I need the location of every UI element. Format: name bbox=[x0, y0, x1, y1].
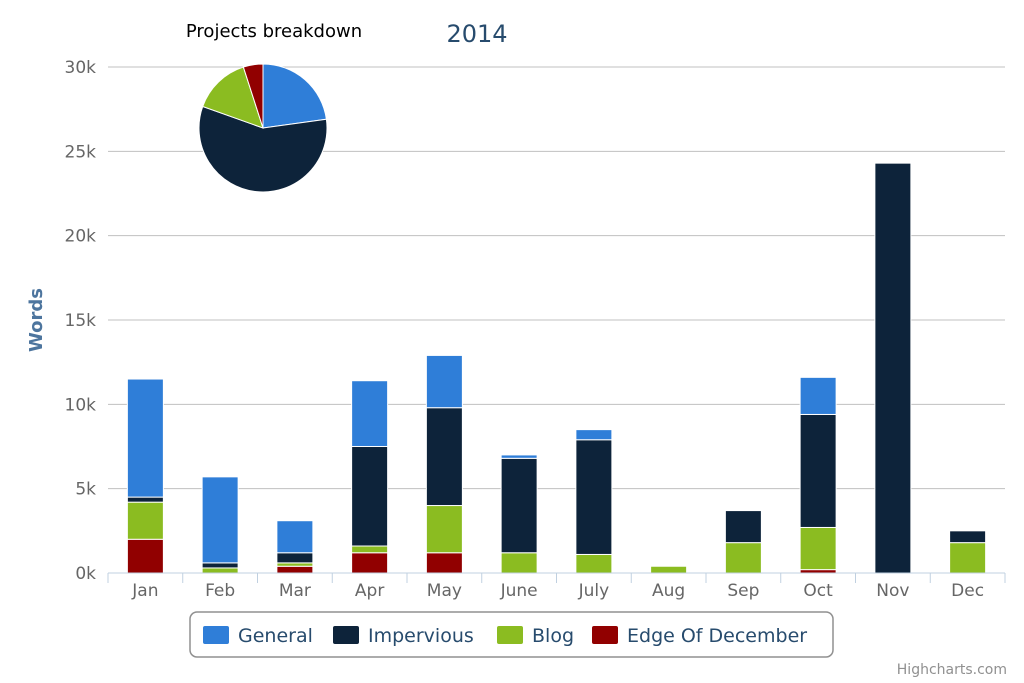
bar-segment[interactable] bbox=[276, 552, 314, 564]
y-tick-label: 0k bbox=[75, 564, 96, 584]
bar-segment[interactable] bbox=[201, 476, 239, 564]
bar-segment[interactable] bbox=[799, 413, 837, 528]
x-tick-label: Oct bbox=[803, 581, 833, 601]
pie-slice[interactable] bbox=[262, 63, 327, 129]
bar-segment[interactable] bbox=[799, 376, 837, 415]
y-tick-label: 15k bbox=[65, 311, 97, 331]
bar-segment[interactable] bbox=[949, 542, 987, 574]
y-axis-title: Words bbox=[26, 288, 47, 352]
bar-segment[interactable] bbox=[500, 457, 538, 554]
x-tick-label: Apr bbox=[355, 581, 384, 601]
legend-label: Blog bbox=[532, 625, 574, 647]
legend[interactable]: General Impervious Blog Edge Of December bbox=[203, 625, 807, 647]
bar-series[interactable] bbox=[126, 162, 987, 574]
y-tick-label: 10k bbox=[65, 395, 97, 415]
legend-item[interactable]: Impervious bbox=[333, 625, 474, 647]
bar-segment[interactable] bbox=[575, 429, 613, 441]
legend-label: Edge Of December bbox=[627, 625, 807, 647]
bar-segment[interactable] bbox=[351, 446, 389, 547]
x-tick-label: Nov bbox=[876, 581, 909, 601]
bar-segment[interactable] bbox=[575, 553, 613, 574]
pie-chart[interactable] bbox=[198, 63, 328, 193]
bar-segment[interactable] bbox=[201, 562, 239, 569]
bar-segment[interactable] bbox=[351, 380, 389, 447]
bar-segment[interactable] bbox=[500, 552, 538, 574]
bar-segment[interactable] bbox=[201, 567, 239, 574]
bar-segment[interactable] bbox=[799, 526, 837, 571]
x-tick-label: Sep bbox=[727, 581, 759, 601]
chart-title: 2014 bbox=[446, 20, 507, 48]
y-tick-label: 20k bbox=[65, 227, 97, 247]
y-tick-label: 30k bbox=[65, 58, 97, 78]
bar-segment[interactable] bbox=[724, 510, 762, 544]
x-axis: Jan Feb Mar Apr May June July Aug Sep Oct Nov Dec bbox=[107, 572, 1006, 601]
bar-segment[interactable] bbox=[126, 501, 164, 540]
x-tick-label: Mar bbox=[279, 581, 311, 601]
bar-segment[interactable] bbox=[949, 530, 987, 544]
bar-segment[interactable] bbox=[500, 454, 538, 459]
bar-segment[interactable] bbox=[575, 439, 613, 555]
legend-item[interactable]: Blog bbox=[497, 625, 574, 647]
legend-swatch bbox=[333, 626, 359, 644]
x-tick-label: July bbox=[578, 581, 610, 601]
pie-title: Projects breakdown bbox=[186, 21, 362, 42]
bar-segment[interactable] bbox=[724, 542, 762, 574]
legend-label: General bbox=[238, 625, 313, 647]
legend-item[interactable]: General bbox=[203, 625, 313, 647]
x-tick-label: Jan bbox=[131, 581, 158, 601]
bar-segment[interactable] bbox=[276, 520, 314, 554]
legend-swatch bbox=[203, 626, 229, 644]
bar-segment[interactable] bbox=[799, 569, 837, 574]
x-tick-label: Feb bbox=[205, 581, 235, 601]
x-tick-label: Dec bbox=[951, 581, 984, 601]
credits-link[interactable]: Highcharts.com bbox=[897, 662, 1007, 678]
bar-segment[interactable] bbox=[126, 538, 164, 574]
bar-segment[interactable] bbox=[126, 378, 164, 498]
bar-segment[interactable] bbox=[351, 552, 389, 574]
pie-slice[interactable] bbox=[198, 105, 328, 193]
legend-label: Impervious bbox=[368, 625, 474, 647]
bar-segment[interactable] bbox=[351, 545, 389, 554]
bar-segment[interactable] bbox=[126, 496, 164, 503]
x-tick-label: Aug bbox=[652, 581, 685, 601]
x-tick-label: May bbox=[427, 581, 462, 601]
bar-segment[interactable] bbox=[425, 505, 463, 554]
bar-segment[interactable] bbox=[650, 565, 688, 574]
bar-segment[interactable] bbox=[425, 354, 463, 409]
bar-segment[interactable] bbox=[874, 162, 912, 574]
bar-segment[interactable] bbox=[425, 407, 463, 507]
y-tick-label: 5k bbox=[75, 480, 96, 500]
legend-swatch bbox=[497, 626, 523, 644]
pie-slice[interactable] bbox=[242, 63, 264, 129]
bar-segment[interactable] bbox=[276, 562, 314, 567]
x-tick-label: June bbox=[500, 581, 538, 601]
legend-item[interactable]: Edge Of December bbox=[592, 625, 807, 647]
bar-segment[interactable] bbox=[425, 552, 463, 574]
y-tick-label: 25k bbox=[65, 142, 97, 162]
bar-segment[interactable] bbox=[276, 565, 314, 574]
y-axis-ticks: 0k 5k 10k 15k 20k 25k 30k bbox=[65, 58, 97, 584]
legend-swatch bbox=[592, 626, 618, 644]
